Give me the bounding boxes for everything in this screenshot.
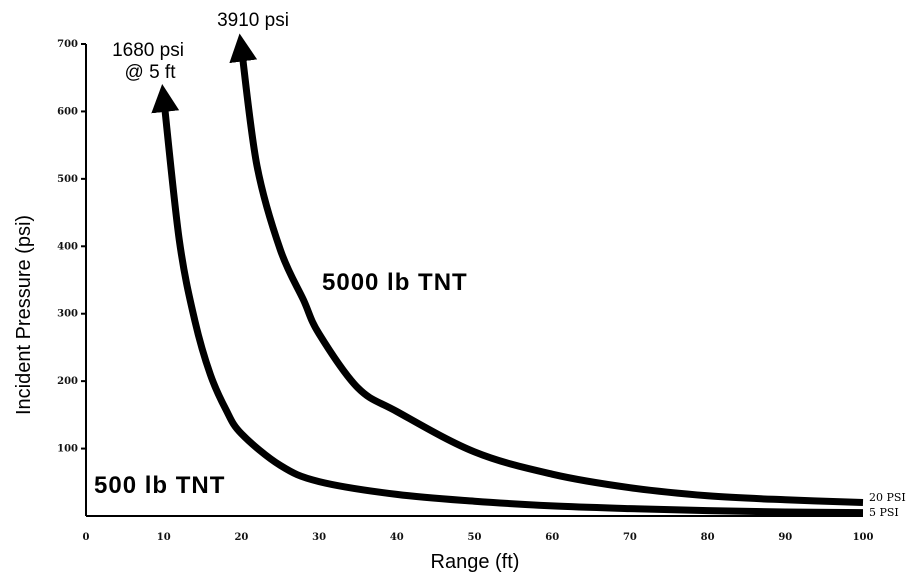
x-tick-label: 100 <box>853 532 874 543</box>
y-tick-label: 300 <box>57 309 78 320</box>
y-tick-label: 500 <box>57 174 78 185</box>
axes <box>85 44 863 517</box>
series-layer <box>151 33 864 517</box>
end-label-500: 5 PSI <box>869 506 899 519</box>
x-tick-label: 50 <box>468 532 482 543</box>
x-tick-labels: 0 10 20 30 40 50 60 70 80 90 100 <box>83 532 874 543</box>
annotation-5000-peak-pressure: 3910 psi <box>217 10 289 31</box>
annotation-500-peak-pressure: 1680 psi <box>112 40 184 61</box>
x-tick-label: 80 <box>701 532 715 543</box>
y-tick-label: 600 <box>57 106 78 117</box>
series-line-5000-lb-tnt <box>229 33 864 506</box>
series-line-500-lb-tnt <box>151 83 864 517</box>
x-axis-title: Range (ft) <box>431 551 520 573</box>
y-tick-label: 200 <box>57 376 78 387</box>
y-tick-label: 700 <box>57 39 78 50</box>
x-tick-label: 60 <box>545 532 559 543</box>
y-axis-title: Incident Pressure (psi) <box>13 215 35 415</box>
x-tick-label: 30 <box>312 532 326 543</box>
x-tick-label: 10 <box>157 532 171 543</box>
series-label-5000: 5000 lb TNT <box>322 269 468 296</box>
x-tick-label: 0 <box>83 532 90 543</box>
annotation-500-peak-range: @ 5 ft <box>125 62 177 83</box>
series-label-500: 500 lb TNT <box>94 472 225 499</box>
y-tick-label: 100 <box>57 444 78 455</box>
x-tick-label: 90 <box>778 532 792 543</box>
x-tick-label: 20 <box>234 532 248 543</box>
x-tick-label: 40 <box>390 532 404 543</box>
x-tick-label: 70 <box>623 532 637 543</box>
y-tick-label: 400 <box>57 241 78 252</box>
end-label-5000: 20 PSI <box>869 491 906 504</box>
y-tick-labels: 100 200 300 400 500 600 700 <box>57 39 86 455</box>
